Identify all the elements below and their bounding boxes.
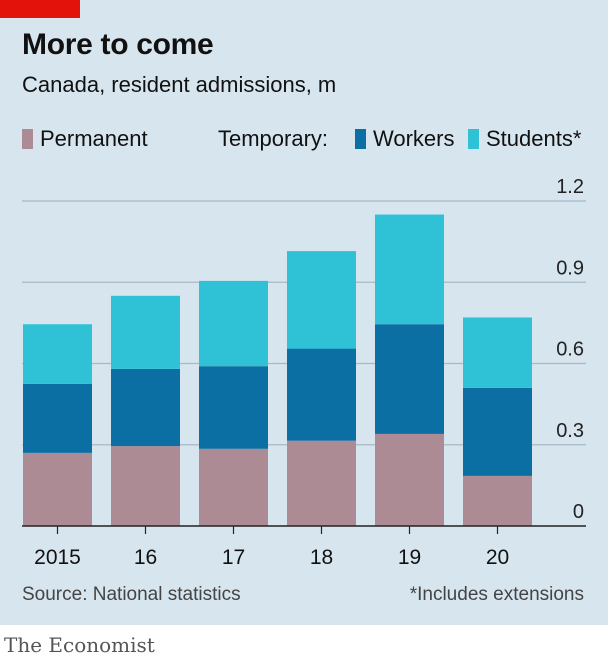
bar-segment-students xyxy=(111,295,180,369)
chart-figure: More to come Canada, resident admissions… xyxy=(0,0,608,625)
legend-heading-temporary: Temporary: xyxy=(218,126,329,151)
bar-segment-workers xyxy=(375,324,444,434)
bar-segment-permanent xyxy=(111,446,180,526)
legend-label-students: Students* xyxy=(486,126,582,151)
y-tick-label: 0.3 xyxy=(556,420,584,442)
y-tick-label: 0 xyxy=(573,501,584,523)
chart-title: More to come xyxy=(22,28,214,61)
x-tick-label: 2015 xyxy=(34,546,81,569)
bar-segment-workers xyxy=(287,348,356,441)
bar-segment-students xyxy=(23,324,92,384)
legend-swatch-students xyxy=(468,129,479,149)
y-tick-label: 0.9 xyxy=(556,257,584,279)
legend-item-workers: Workers xyxy=(355,126,455,152)
bar-segment-workers xyxy=(111,368,180,447)
x-tick-label: 18 xyxy=(310,546,333,569)
x-tick-label: 19 xyxy=(398,546,421,569)
publisher-brand: The Economist xyxy=(4,633,155,657)
legend-swatch-permanent xyxy=(22,129,33,149)
bar-segment-students xyxy=(375,214,444,325)
chart-subtitle: Canada, resident admissions, m xyxy=(22,72,337,97)
source-note: Source: National statistics xyxy=(22,584,241,605)
bar-segment-permanent xyxy=(199,448,268,526)
x-tick-label: 17 xyxy=(222,546,245,569)
x-tick-label: 16 xyxy=(134,546,157,569)
bar-segment-students xyxy=(463,317,532,388)
bar-segment-permanent xyxy=(463,475,532,526)
bar-segment-workers xyxy=(199,366,268,449)
y-tick-label: 1.2 xyxy=(556,176,584,198)
legend-swatch-workers xyxy=(355,129,366,149)
legend-item-permanent: Permanent xyxy=(22,126,148,152)
bar-segment-students xyxy=(199,280,268,367)
legend-label-permanent: Permanent xyxy=(40,126,148,151)
y-tick-label: 0.6 xyxy=(556,339,584,361)
legend-item-students: Students* xyxy=(468,126,581,152)
bar-segment-workers xyxy=(23,383,92,453)
bar-segment-students xyxy=(287,251,356,349)
bar-segment-workers xyxy=(463,387,532,476)
legend-label-workers: Workers xyxy=(373,126,455,151)
brand-accent-bar xyxy=(0,0,80,18)
x-tick-label: 20 xyxy=(486,546,509,569)
stacked-bar-chart: 0 0.3 0.6 0.9 1.2 2015 16 17 18 19 20 xyxy=(22,176,586,569)
bar-segment-permanent xyxy=(23,452,92,526)
bar-segment-permanent xyxy=(287,440,356,526)
bar-segment-permanent xyxy=(375,433,444,526)
footnote: *Includes extensions xyxy=(409,584,584,605)
